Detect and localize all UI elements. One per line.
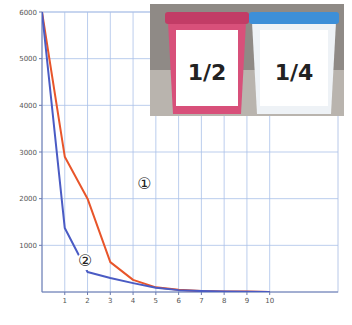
photo-bg xyxy=(150,4,344,116)
label-patch xyxy=(135,175,153,193)
x-tick-label: 5 xyxy=(154,297,158,305)
inset-photo: 1/2 1/4 xyxy=(150,4,344,116)
bucket xyxy=(252,22,336,114)
chart: 1000 2000 3000 4000 5000 6000 1 2 3 4 5 6 7 8 9 10 ① ② 1/2… xyxy=(0,0,352,325)
bucket-lid xyxy=(249,12,339,24)
grid-line xyxy=(87,12,88,292)
x-axis xyxy=(42,292,338,293)
bucket-paper xyxy=(260,30,328,106)
tick-mark xyxy=(64,292,65,295)
tick-mark xyxy=(87,292,88,295)
bucket-label: 1/2 xyxy=(188,60,227,85)
tick-mark xyxy=(133,292,134,295)
tick-mark xyxy=(39,12,42,13)
grid-line xyxy=(42,245,338,246)
tick-mark xyxy=(39,245,42,246)
y-tick-label: 2000 xyxy=(19,195,37,203)
grid-line xyxy=(42,152,338,153)
y-tick-label: 3000 xyxy=(19,149,37,157)
x-tick-label: 3 xyxy=(108,297,112,305)
y-tick-label: 5000 xyxy=(19,55,37,63)
y-tick-label: 4000 xyxy=(19,102,37,110)
tick-mark xyxy=(39,58,42,59)
x-tick-label: 1 xyxy=(63,297,67,305)
x-tick-label: 7 xyxy=(199,297,203,305)
bucket xyxy=(168,22,246,114)
x-tick-label: 6 xyxy=(176,297,181,305)
tick-mark xyxy=(269,292,270,295)
x-tick-label: 2 xyxy=(85,297,89,305)
x-tick-label: 9 xyxy=(245,297,249,305)
tick-mark xyxy=(155,292,156,295)
plot-area xyxy=(42,12,338,292)
bucket-paper xyxy=(176,30,238,106)
tick-mark xyxy=(224,292,225,295)
y-tick-label: 6000 xyxy=(19,9,37,17)
tick-mark xyxy=(39,152,42,153)
grid-line xyxy=(110,12,111,292)
bucket-label: 1/4 xyxy=(275,60,314,85)
tick-mark xyxy=(39,105,42,106)
y-tick-label: 1000 xyxy=(19,242,37,250)
tick-mark xyxy=(178,292,179,295)
grid-line xyxy=(133,12,134,292)
label-patch xyxy=(76,252,94,270)
tick-mark xyxy=(201,292,202,295)
series-label: ① xyxy=(137,174,151,193)
tick-mark xyxy=(39,198,42,199)
tick-mark xyxy=(110,292,111,295)
x-tick-label: 10 xyxy=(265,297,274,305)
x-tick-label: 8 xyxy=(222,297,226,305)
tick-mark xyxy=(246,292,247,295)
series-label: ② xyxy=(78,251,92,270)
x-tick-label: 4 xyxy=(131,297,136,305)
bucket-lid xyxy=(165,12,249,24)
